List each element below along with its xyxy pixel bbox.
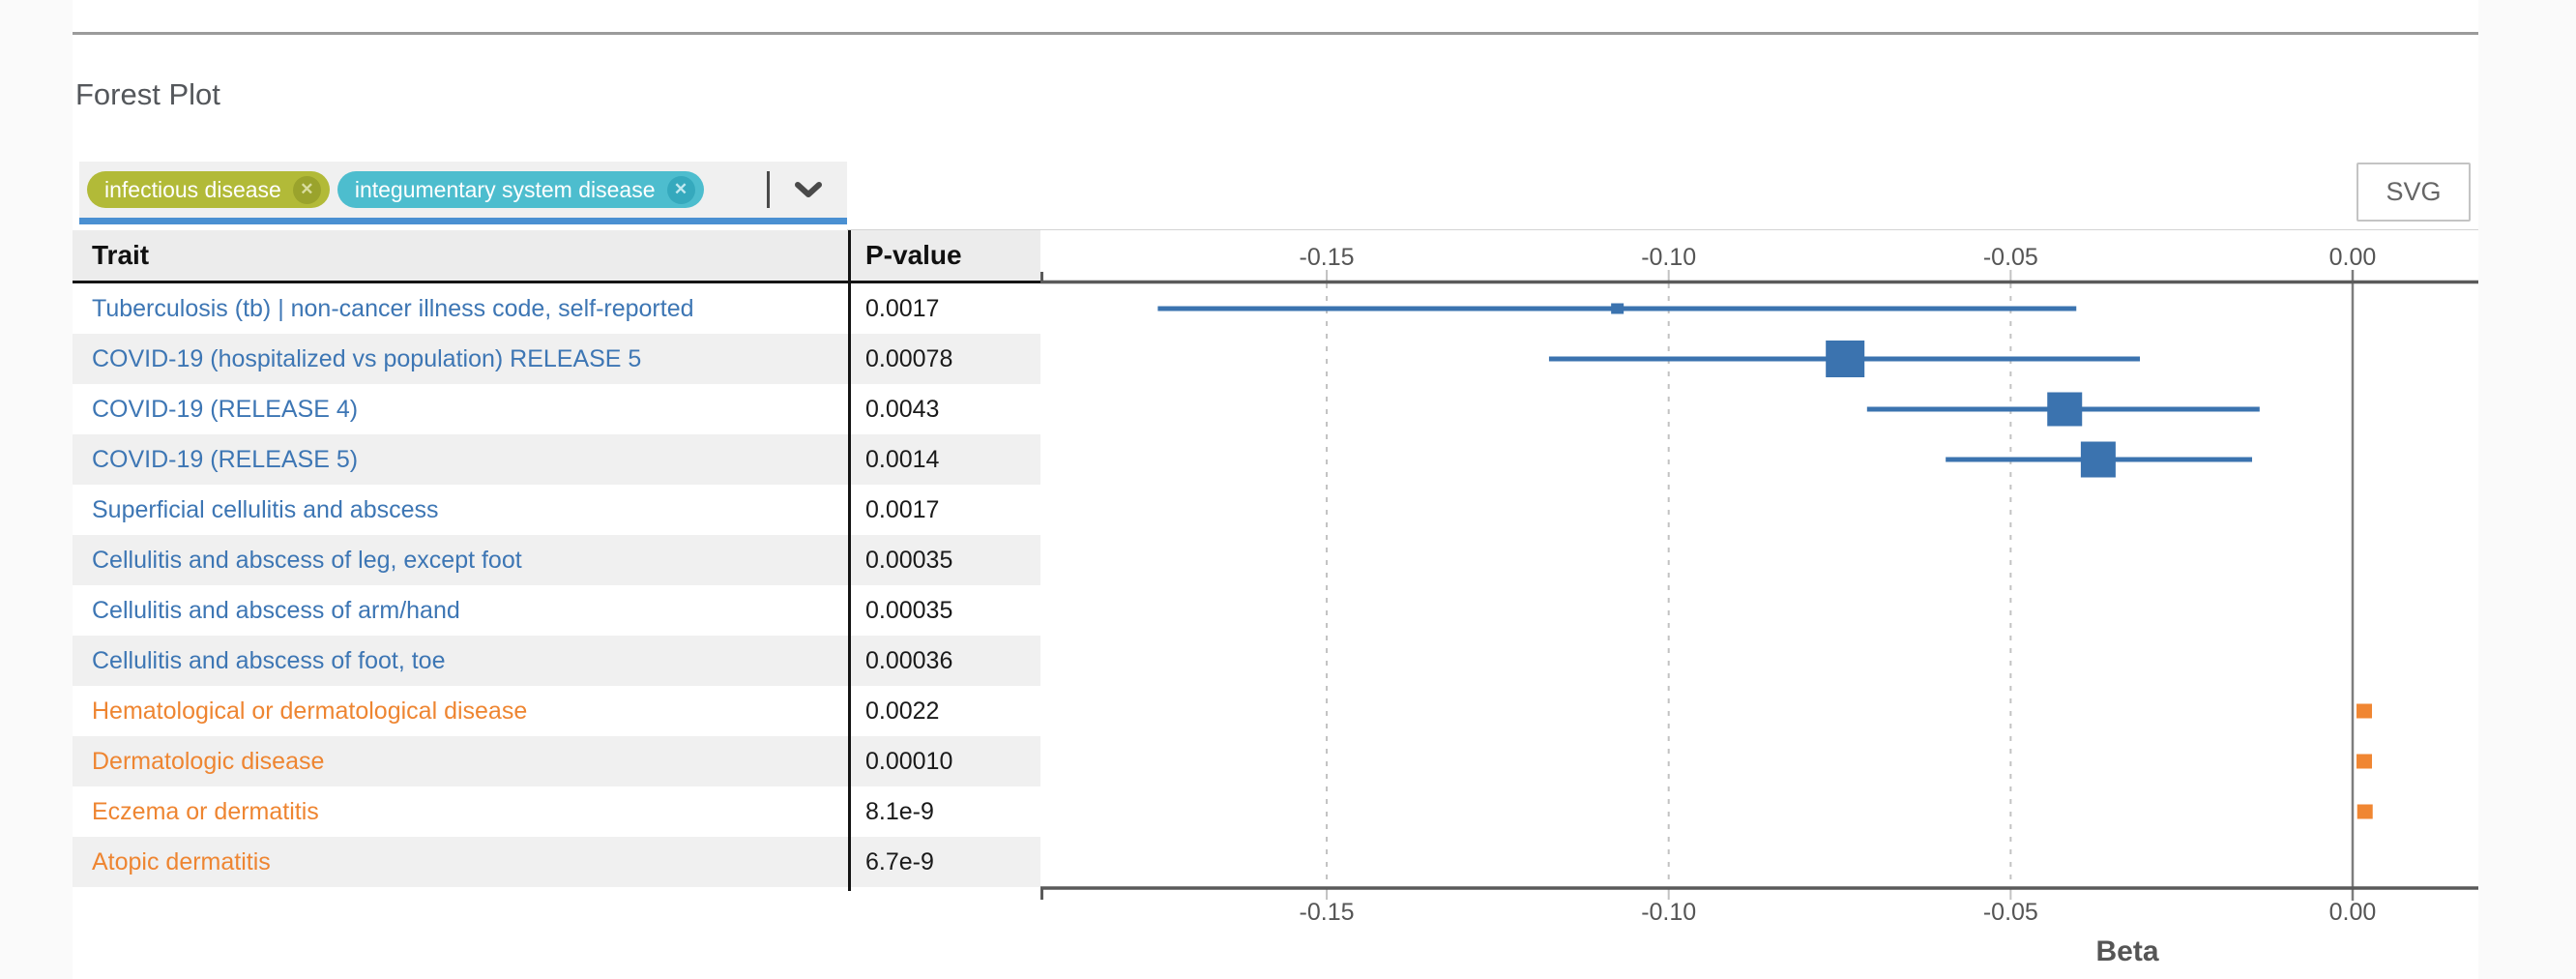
pvalue-cell: 0.00010	[865, 748, 953, 775]
pvalue-cell: 0.00078	[865, 345, 953, 372]
pvalue-cell: 6.7e-9	[865, 848, 934, 875]
trait-link[interactable]: Hematological or dermatological disease	[92, 697, 528, 725]
table-row: COVID-19 (hospitalized vs population) RE…	[73, 334, 1040, 384]
close-icon[interactable]: ✕	[292, 175, 321, 204]
trait-table: Trait P-value Tuberculosis (tb) | non-ca…	[73, 230, 1040, 887]
trait-link[interactable]: Cellulitis and abscess of arm/hand	[92, 597, 460, 624]
filter-dropdown-toggle[interactable]	[770, 181, 847, 198]
table-row: COVID-19 (RELEASE 5) 0.0014	[73, 434, 1040, 485]
table-row: Eczema or dermatitis 8.1e-9	[73, 786, 1040, 837]
column-header-trait[interactable]: Trait	[92, 240, 150, 270]
table-row: Superficial cellulitis and abscess 0.0017	[73, 485, 1040, 535]
pvalue-cell: 0.0017	[865, 496, 940, 523]
table-body: Tuberculosis (tb) | non-cancer illness c…	[73, 283, 1040, 887]
export-svg-button[interactable]: SVG	[2356, 163, 2471, 222]
filter-tag-infectious-disease[interactable]: infectious disease ✕	[87, 171, 330, 208]
trait-link[interactable]: Cellulitis and abscess of leg, except fo…	[92, 547, 522, 574]
filter-focus-underline	[79, 218, 847, 224]
trait-link[interactable]: Cellulitis and abscess of foot, toe	[92, 647, 446, 674]
trait-link[interactable]: Tuberculosis (tb) | non-cancer illness c…	[92, 295, 694, 322]
table-row: Atopic dermatitis 6.7e-9	[73, 837, 1040, 887]
page-title: Forest Plot	[75, 77, 220, 111]
filter-separator	[767, 171, 770, 208]
phenotype-filter-box[interactable]: infectious disease ✕ integumentary syste…	[79, 162, 847, 218]
trait-link[interactable]: COVID-19 (hospitalized vs population) RE…	[92, 345, 642, 372]
table-row: Hematological or dermatological disease 0…	[73, 686, 1040, 736]
trait-link[interactable]: Dermatologic disease	[92, 748, 325, 775]
table-row: Cellulitis and abscess of foot, toe 0.000…	[73, 636, 1040, 686]
pvalue-cell: 0.0017	[865, 295, 940, 322]
pvalue-cell: 0.00035	[865, 597, 953, 624]
trait-link[interactable]: COVID-19 (RELEASE 5)	[92, 446, 359, 473]
pvalue-cell: 0.00035	[865, 547, 953, 574]
close-icon[interactable]: ✕	[666, 175, 695, 204]
top-divider	[73, 32, 2478, 35]
table-row: Cellulitis and abscess of leg, except fo…	[73, 535, 1040, 585]
pvalue-cell: 0.0022	[865, 697, 940, 725]
plot-top-border	[847, 229, 2478, 230]
pvalue-cell: 0.00036	[865, 647, 953, 674]
table-row: Tuberculosis (tb) | non-cancer illness c…	[73, 283, 1040, 334]
filter-tag-label: integumentary system disease	[354, 176, 656, 202]
table-row: Dermatologic disease 0.00010	[73, 736, 1040, 786]
trait-link[interactable]: Atopic dermatitis	[92, 848, 271, 875]
table-row: COVID-19 (RELEASE 4) 0.0043	[73, 384, 1040, 434]
chevron-down-icon	[795, 182, 822, 197]
trait-link[interactable]: COVID-19 (RELEASE 4)	[92, 396, 359, 423]
pvalue-cell: 8.1e-9	[865, 798, 934, 825]
filter-tag-label: infectious disease	[104, 176, 281, 202]
trait-link[interactable]: Superficial cellulitis and abscess	[92, 496, 439, 523]
table-header-row: Trait P-value	[73, 230, 1040, 283]
pvalue-cell: 0.0014	[865, 446, 940, 473]
table-row: Cellulitis and abscess of arm/hand 0.0003…	[73, 585, 1040, 636]
trait-link[interactable]: Eczema or dermatitis	[92, 798, 319, 825]
table-column-divider	[848, 230, 851, 891]
column-header-pvalue[interactable]: P-value	[865, 240, 962, 270]
pvalue-cell: 0.0043	[865, 396, 940, 423]
filter-tag-integumentary-system-disease[interactable]: integumentary system disease ✕	[337, 171, 704, 208]
